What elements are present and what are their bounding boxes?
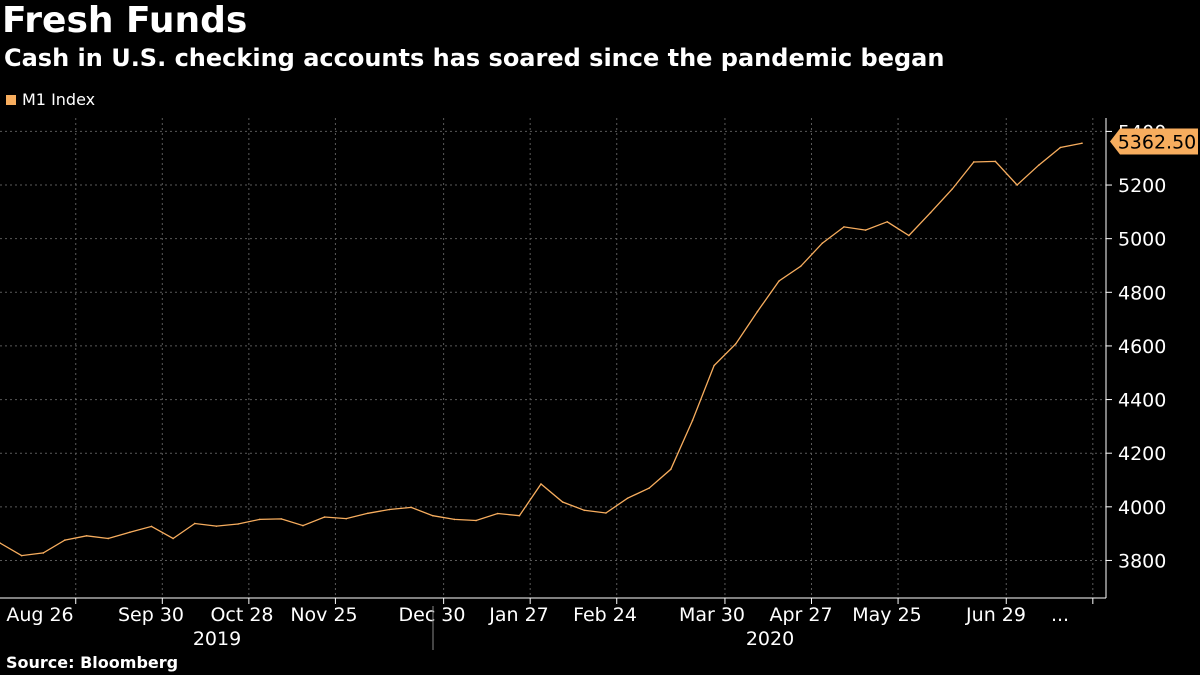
data-point [583, 509, 586, 512]
x-tick-label: Aug 26 [6, 604, 73, 626]
data-point [908, 234, 910, 237]
year-label: 2020 [746, 628, 794, 650]
data-point [323, 516, 326, 518]
year-label: 2019 [193, 628, 241, 650]
y-tick-label: 4800 [1118, 282, 1166, 304]
data-point [626, 497, 629, 500]
y-tick-label: 3800 [1118, 550, 1166, 572]
x-tick-label: ... [1051, 604, 1069, 626]
data-point [64, 539, 66, 541]
data-point [691, 419, 694, 422]
last-value-flag [1110, 128, 1198, 155]
data-point [129, 531, 131, 534]
chart-subtitle: Cash in U.S. checking accounts has soare… [4, 44, 945, 72]
data-point [107, 537, 109, 540]
data-point [670, 468, 672, 471]
y-tick-label: 4400 [1118, 390, 1166, 412]
y-tick-label: 4200 [1118, 443, 1166, 465]
data-point [85, 534, 88, 537]
data-point [1037, 164, 1040, 166]
x-tick-label: Sep 30 [118, 604, 184, 626]
legend: M1 Index [6, 90, 95, 109]
data-point [778, 280, 780, 282]
data-point [410, 506, 412, 509]
x-tick-label: Nov 25 [290, 604, 357, 626]
data-point [799, 265, 802, 268]
data-point [1059, 146, 1062, 149]
data-point [843, 226, 845, 228]
data-point [496, 512, 499, 515]
data-point [258, 518, 261, 521]
data-point [475, 519, 477, 522]
data-point [951, 188, 953, 190]
data-point [432, 514, 434, 517]
data-point [193, 522, 196, 525]
data-point [864, 229, 867, 231]
data-point [42, 552, 45, 554]
source-note: Source: Bloomberg [6, 653, 179, 672]
x-tick-label: Jun 29 [965, 604, 1026, 626]
chart-title: Fresh Funds [2, 0, 248, 41]
data-point [734, 342, 737, 345]
data-point [713, 364, 715, 367]
data-point [1016, 184, 1018, 186]
data-point [561, 501, 564, 503]
data-point [150, 525, 153, 528]
data-point [540, 483, 542, 485]
x-tick-label: Feb 24 [573, 604, 637, 626]
data-point [0, 542, 1, 544]
y-tick-label: 5200 [1118, 175, 1166, 197]
data-point [648, 487, 650, 489]
data-point [821, 242, 824, 245]
x-tick-label: Apr 27 [769, 604, 832, 626]
x-tick-label: Dec 30 [399, 604, 466, 626]
y-tick-label: 4600 [1118, 336, 1166, 358]
legend-swatch [6, 94, 16, 105]
y-tick-label: 5000 [1118, 229, 1166, 251]
data-point [20, 554, 23, 557]
data-point [605, 512, 607, 514]
x-tick-label: May 25 [852, 604, 922, 626]
data-point [929, 211, 932, 214]
data-point [973, 161, 975, 163]
data-point [453, 518, 456, 521]
y-tick-label: 4000 [1118, 497, 1166, 519]
legend-label: M1 Index [22, 90, 96, 109]
data-point [518, 514, 521, 517]
data-point [280, 518, 283, 520]
data-point [886, 220, 889, 223]
data-point [172, 537, 174, 540]
data-point [302, 524, 304, 527]
last-value-label: 5362.50 [1118, 131, 1197, 153]
data-point [237, 523, 239, 525]
data-point [756, 310, 759, 313]
x-tick-label: Jan 27 [488, 604, 549, 626]
data-point [345, 517, 348, 520]
x-tick-label: Oct 28 [210, 604, 273, 626]
data-point [1081, 142, 1083, 145]
data-point [367, 512, 369, 515]
x-tick-label: Mar 30 [679, 604, 745, 626]
data-point [215, 525, 218, 527]
data-point [388, 508, 391, 511]
data-point [994, 160, 997, 163]
